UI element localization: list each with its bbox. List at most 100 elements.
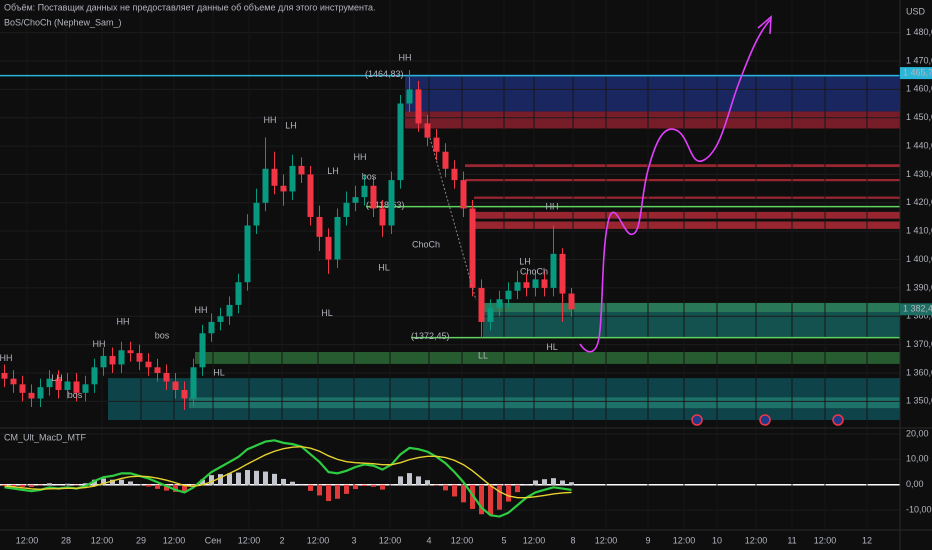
macd-tick-label: 20,00: [906, 428, 929, 438]
candle-body: [1, 372, 8, 379]
candle-body: [361, 185, 368, 198]
candle-body: [244, 225, 251, 283]
candle-body: [568, 293, 575, 310]
macd-histogram-bar: [551, 478, 556, 485]
macd-histogram-bar: [533, 480, 538, 485]
structure-label: HH: [399, 53, 412, 63]
indicator-title: BoS/ChoCh (Nephew_Sam_): [4, 17, 122, 27]
macd-histogram-bar: [155, 484, 160, 489]
candle-body: [496, 299, 503, 308]
macd-histogram-bar: [425, 480, 430, 485]
price-tick-label: 1 460,00: [906, 84, 932, 94]
structure-label: LH: [285, 121, 297, 131]
candle-body: [46, 378, 53, 388]
time-tick-label: 12:00: [745, 535, 768, 545]
time-tick-label: 12:00: [307, 535, 330, 545]
macd-histogram-bar: [398, 476, 403, 485]
macd-histogram-bar: [182, 484, 187, 492]
macd-tick-label: 10,00: [906, 454, 929, 464]
macd-histogram-bar: [461, 484, 466, 503]
macd-histogram-bar: [74, 484, 79, 486]
macd-histogram-bar: [38, 484, 43, 486]
event-icon[interactable]: [832, 414, 844, 426]
candle-body: [442, 151, 449, 169]
macd-histogram-bar: [254, 470, 259, 485]
macd-histogram-bar: [407, 473, 412, 485]
trend-dash: [429, 137, 477, 301]
macd-histogram-bar: [47, 483, 52, 485]
structure-label: LH: [519, 257, 531, 267]
macd-histogram-bar: [137, 484, 142, 486]
time-tick-label: 5: [501, 535, 506, 545]
zone: [465, 178, 900, 182]
time-tick-label: 2: [279, 535, 284, 545]
macd-histogram-bar: [524, 484, 529, 486]
zone: [195, 351, 900, 364]
macd-histogram-bar: [416, 476, 421, 485]
candle-body: [325, 236, 332, 260]
candle-body: [559, 253, 566, 294]
macd-histogram-bar: [317, 484, 322, 496]
structure-label: bos: [68, 390, 83, 400]
macd-histogram-bar: [515, 484, 520, 493]
price-tick-label: 1 380,00: [906, 311, 932, 321]
time-tick-label: 8: [570, 535, 575, 545]
structure-label: ChoCh: [412, 240, 440, 250]
candle-body: [127, 350, 134, 354]
structure-label: HL: [321, 308, 333, 318]
candle-body: [415, 89, 422, 124]
macd-histogram-bar: [362, 484, 367, 487]
macd-tick-label: -10,00: [906, 505, 932, 515]
macd-histogram-bar: [470, 484, 475, 509]
macd-tick-label: 0,00: [906, 479, 924, 489]
macd-histogram-bar: [308, 484, 313, 491]
candle-body: [64, 381, 71, 390]
zone: [474, 221, 900, 229]
macd-histogram-bar: [506, 484, 511, 502]
event-icon[interactable]: [759, 414, 771, 426]
candle-body: [541, 279, 548, 288]
event-icon[interactable]: [691, 414, 703, 426]
candle-body: [298, 165, 305, 175]
candle-body: [271, 168, 278, 186]
macd-histogram-bar: [65, 483, 70, 485]
macd-histogram-bar: [281, 478, 286, 485]
macd-line: [4, 439, 572, 518]
zone: [483, 302, 900, 312]
candle-body: [388, 180, 395, 226]
macd-histogram-bar: [191, 484, 196, 486]
time-tick-label: 3: [351, 535, 356, 545]
macd-histogram-bar: [542, 479, 547, 485]
candle-body: [145, 361, 152, 368]
macd-histogram-bar: [434, 484, 439, 486]
zone: [189, 397, 900, 409]
price-tick-label: 1 360,00: [906, 367, 932, 377]
candle-body: [37, 387, 44, 399]
candle-body: [478, 287, 485, 322]
structure-label: HL: [213, 367, 225, 377]
candle-body: [451, 168, 458, 181]
price-tick-label: 1 450,00: [906, 112, 932, 122]
candle-body: [109, 355, 116, 365]
price-tick-label: 1 350,00: [906, 396, 932, 406]
time-tick-label: 28: [61, 535, 71, 545]
zone: [465, 164, 900, 168]
macd-histogram-bar: [290, 481, 295, 485]
macd-histogram-bar: [218, 474, 223, 485]
macd-histogram-bar: [443, 484, 448, 491]
candle-body: [316, 216, 323, 237]
currency[interactable]: USD: [906, 6, 926, 16]
price-tick-label: 1 400,00: [906, 254, 932, 264]
macd-histogram-bar: [173, 484, 178, 492]
macd-histogram-bar: [146, 484, 151, 487]
time-tick-label: 12:00: [379, 535, 402, 545]
candle-body: [523, 282, 530, 288]
price-tick-label: 1 430,00: [906, 169, 932, 179]
macd-histogram-bar: [299, 484, 304, 486]
candle-body: [199, 333, 206, 368]
structure-label: HL: [546, 342, 558, 352]
candle-body: [226, 304, 233, 317]
price-tick-label: 1 440,00: [906, 140, 932, 150]
structure-label: HH: [264, 115, 277, 125]
